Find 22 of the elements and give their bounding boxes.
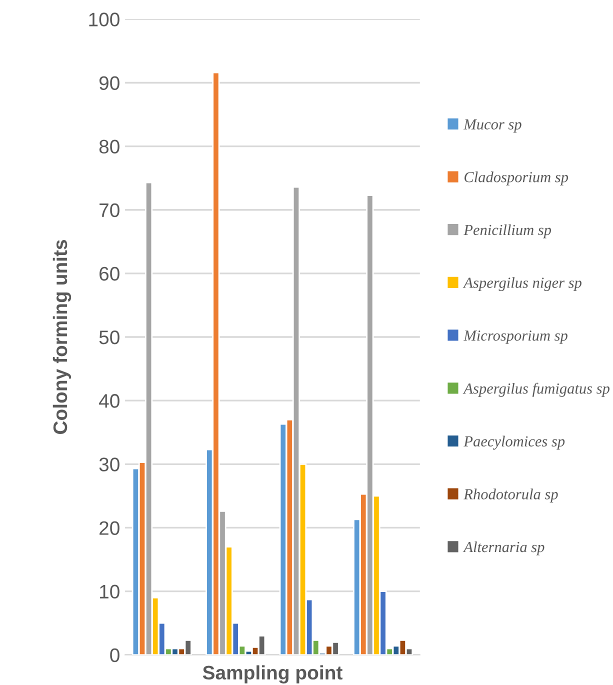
legend-label: Alternaria sp (462, 541, 544, 556)
y-tick-label: 90 (99, 76, 120, 90)
y-tick-label: 60 (100, 266, 120, 281)
y-tick-label: 70 (100, 203, 120, 218)
legend-label: Aspergilus niger sp (462, 277, 582, 292)
y-tick-label: 10 (100, 584, 120, 599)
legend-label: Mucor sp (463, 119, 522, 133)
y-tick-label: 50 (99, 330, 120, 344)
legend-label: Rhodotorula sp (464, 488, 558, 502)
legend-label: Aspergilus fumigatus sp (462, 382, 610, 397)
y-tick-label: 0 (110, 648, 120, 662)
legend-label: Paecylomices sp (464, 436, 565, 450)
y-tick-label: 80 (99, 140, 120, 154)
legend-label: Cladosporium sp (464, 172, 568, 186)
legend-label: Penicillium sp (464, 224, 552, 238)
y-tick-label: 20 (100, 521, 120, 535)
y-tick-label: 30 (99, 458, 120, 472)
y-axis-title: Colony forming units (52, 240, 72, 434)
x-axis-title: Sampling point (202, 665, 342, 684)
legend-label: Microsporium sp (463, 330, 568, 344)
y-tick-label: 100 (89, 12, 120, 26)
y-tick-label: 40 (99, 394, 120, 408)
